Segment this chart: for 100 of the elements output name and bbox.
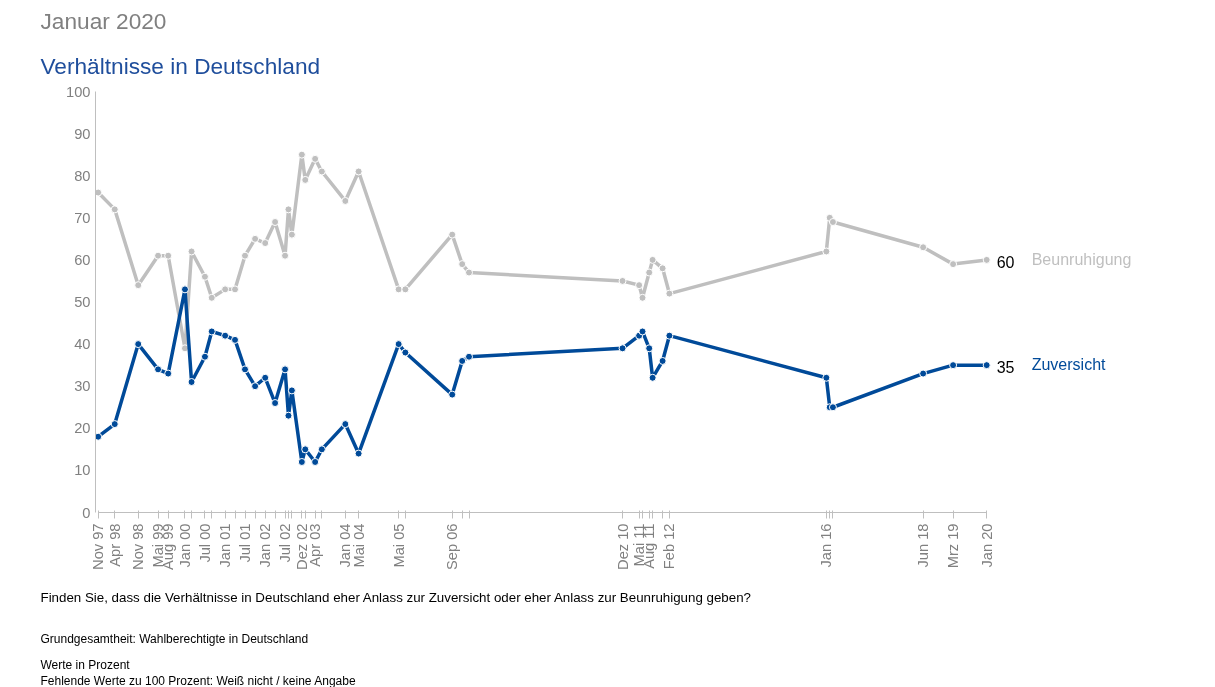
x-tick-label: Apr 03 [307, 523, 324, 567]
point [828, 218, 837, 226]
point [95, 432, 103, 441]
point [261, 239, 270, 248]
point [982, 361, 991, 370]
point [200, 272, 209, 281]
point [448, 230, 457, 239]
point [164, 369, 173, 378]
point [648, 255, 657, 264]
chart-subtitle: Verhältnisse in Deutschland [40, 53, 321, 79]
point [297, 150, 306, 159]
text: Fehlende Werte zu 100 Prozent: Weiß nicht / keine Angabe [40, 673, 356, 687]
x-tick-label: Jan 02 [257, 523, 274, 568]
y-tick-label: 20 [74, 420, 91, 437]
y-tick-label: 0 [82, 504, 91, 521]
point [448, 390, 457, 399]
point [394, 285, 403, 294]
x-tick-label: Jul 00 [196, 523, 213, 563]
point [154, 251, 163, 260]
x-tick-label: Sep 06 [444, 523, 461, 570]
x-tick-label: Nov 98 [130, 523, 147, 570]
point [665, 331, 674, 340]
point [221, 331, 230, 340]
point [341, 420, 350, 429]
y-tick-label: 10 [74, 462, 91, 479]
text: Beunruhigung [1031, 250, 1132, 268]
point [281, 251, 290, 260]
point [317, 445, 326, 454]
point [394, 340, 403, 349]
x-tick-label: Nov 97 [90, 523, 107, 570]
point [187, 378, 196, 386]
x-tick-label: Jul 01 [237, 523, 254, 563]
point [401, 285, 410, 294]
y-tick-label: 60 [74, 251, 91, 268]
point [317, 167, 326, 176]
point [241, 365, 250, 374]
point [919, 243, 928, 252]
text: Finden Sie, dass die Verhältnisse in Deutschland eher Anlass zur Zuversicht oder eher Anlass zur Beunruhigung geben? [40, 589, 752, 605]
point [110, 205, 119, 214]
x-tick-label: Jan 20 [978, 523, 995, 568]
point [341, 196, 350, 205]
point [458, 356, 467, 365]
chart-title: Januar 2020 [40, 7, 167, 34]
point [284, 411, 293, 420]
point [658, 264, 667, 273]
point [134, 340, 143, 349]
point [287, 386, 296, 395]
x-tick-label: Jan 16 [818, 523, 835, 568]
point [638, 293, 647, 302]
y-tick-label: 90 [74, 125, 91, 142]
point [401, 348, 410, 357]
x-tick-label: Feb 12 [661, 523, 678, 570]
point [822, 247, 831, 256]
point [231, 285, 240, 294]
point [949, 260, 958, 269]
text: Zuversicht [1031, 356, 1107, 374]
x-tick-label: Dez 02 [293, 523, 310, 570]
y-tick-label: 100 [66, 83, 91, 100]
y-tick-label: 70 [74, 209, 91, 226]
x-tick-label: Jun 18 [915, 523, 932, 568]
point [658, 356, 667, 365]
point [665, 289, 674, 298]
point [95, 188, 103, 197]
x-tick-label: Mai 05 [390, 523, 407, 568]
point [180, 285, 189, 294]
point [187, 247, 196, 256]
point [635, 281, 644, 290]
point [287, 230, 296, 239]
point [354, 167, 363, 176]
point [221, 285, 230, 294]
point [354, 449, 363, 458]
point [231, 335, 240, 344]
x-tick-label: Apr 98 [106, 523, 123, 567]
y-tick-label: 40 [74, 336, 91, 353]
point [271, 218, 280, 226]
point [207, 293, 216, 302]
y-tick-label: 50 [74, 294, 91, 310]
point [465, 268, 473, 277]
point [949, 361, 958, 370]
point [241, 251, 250, 260]
x-tick-label: Jan 00 [176, 523, 193, 568]
point [134, 281, 143, 290]
data-label: 35 [996, 359, 1015, 377]
x-tick-label: Mrz 19 [945, 523, 962, 569]
point [284, 205, 293, 214]
x-tick-label: Jul 02 [277, 523, 294, 563]
y-tick-label: 80 [74, 167, 91, 184]
point [618, 276, 627, 285]
point [110, 420, 119, 429]
point [645, 268, 654, 277]
text: Werte in Prozent [40, 657, 131, 672]
point [164, 251, 173, 260]
text: Grundgesamtheit: Wahlberechtigte in Deutschland [40, 631, 309, 646]
point [645, 344, 654, 353]
point [281, 365, 290, 374]
point [251, 382, 260, 391]
point [919, 369, 928, 378]
point [618, 344, 627, 353]
point [207, 327, 216, 336]
point [648, 373, 657, 382]
